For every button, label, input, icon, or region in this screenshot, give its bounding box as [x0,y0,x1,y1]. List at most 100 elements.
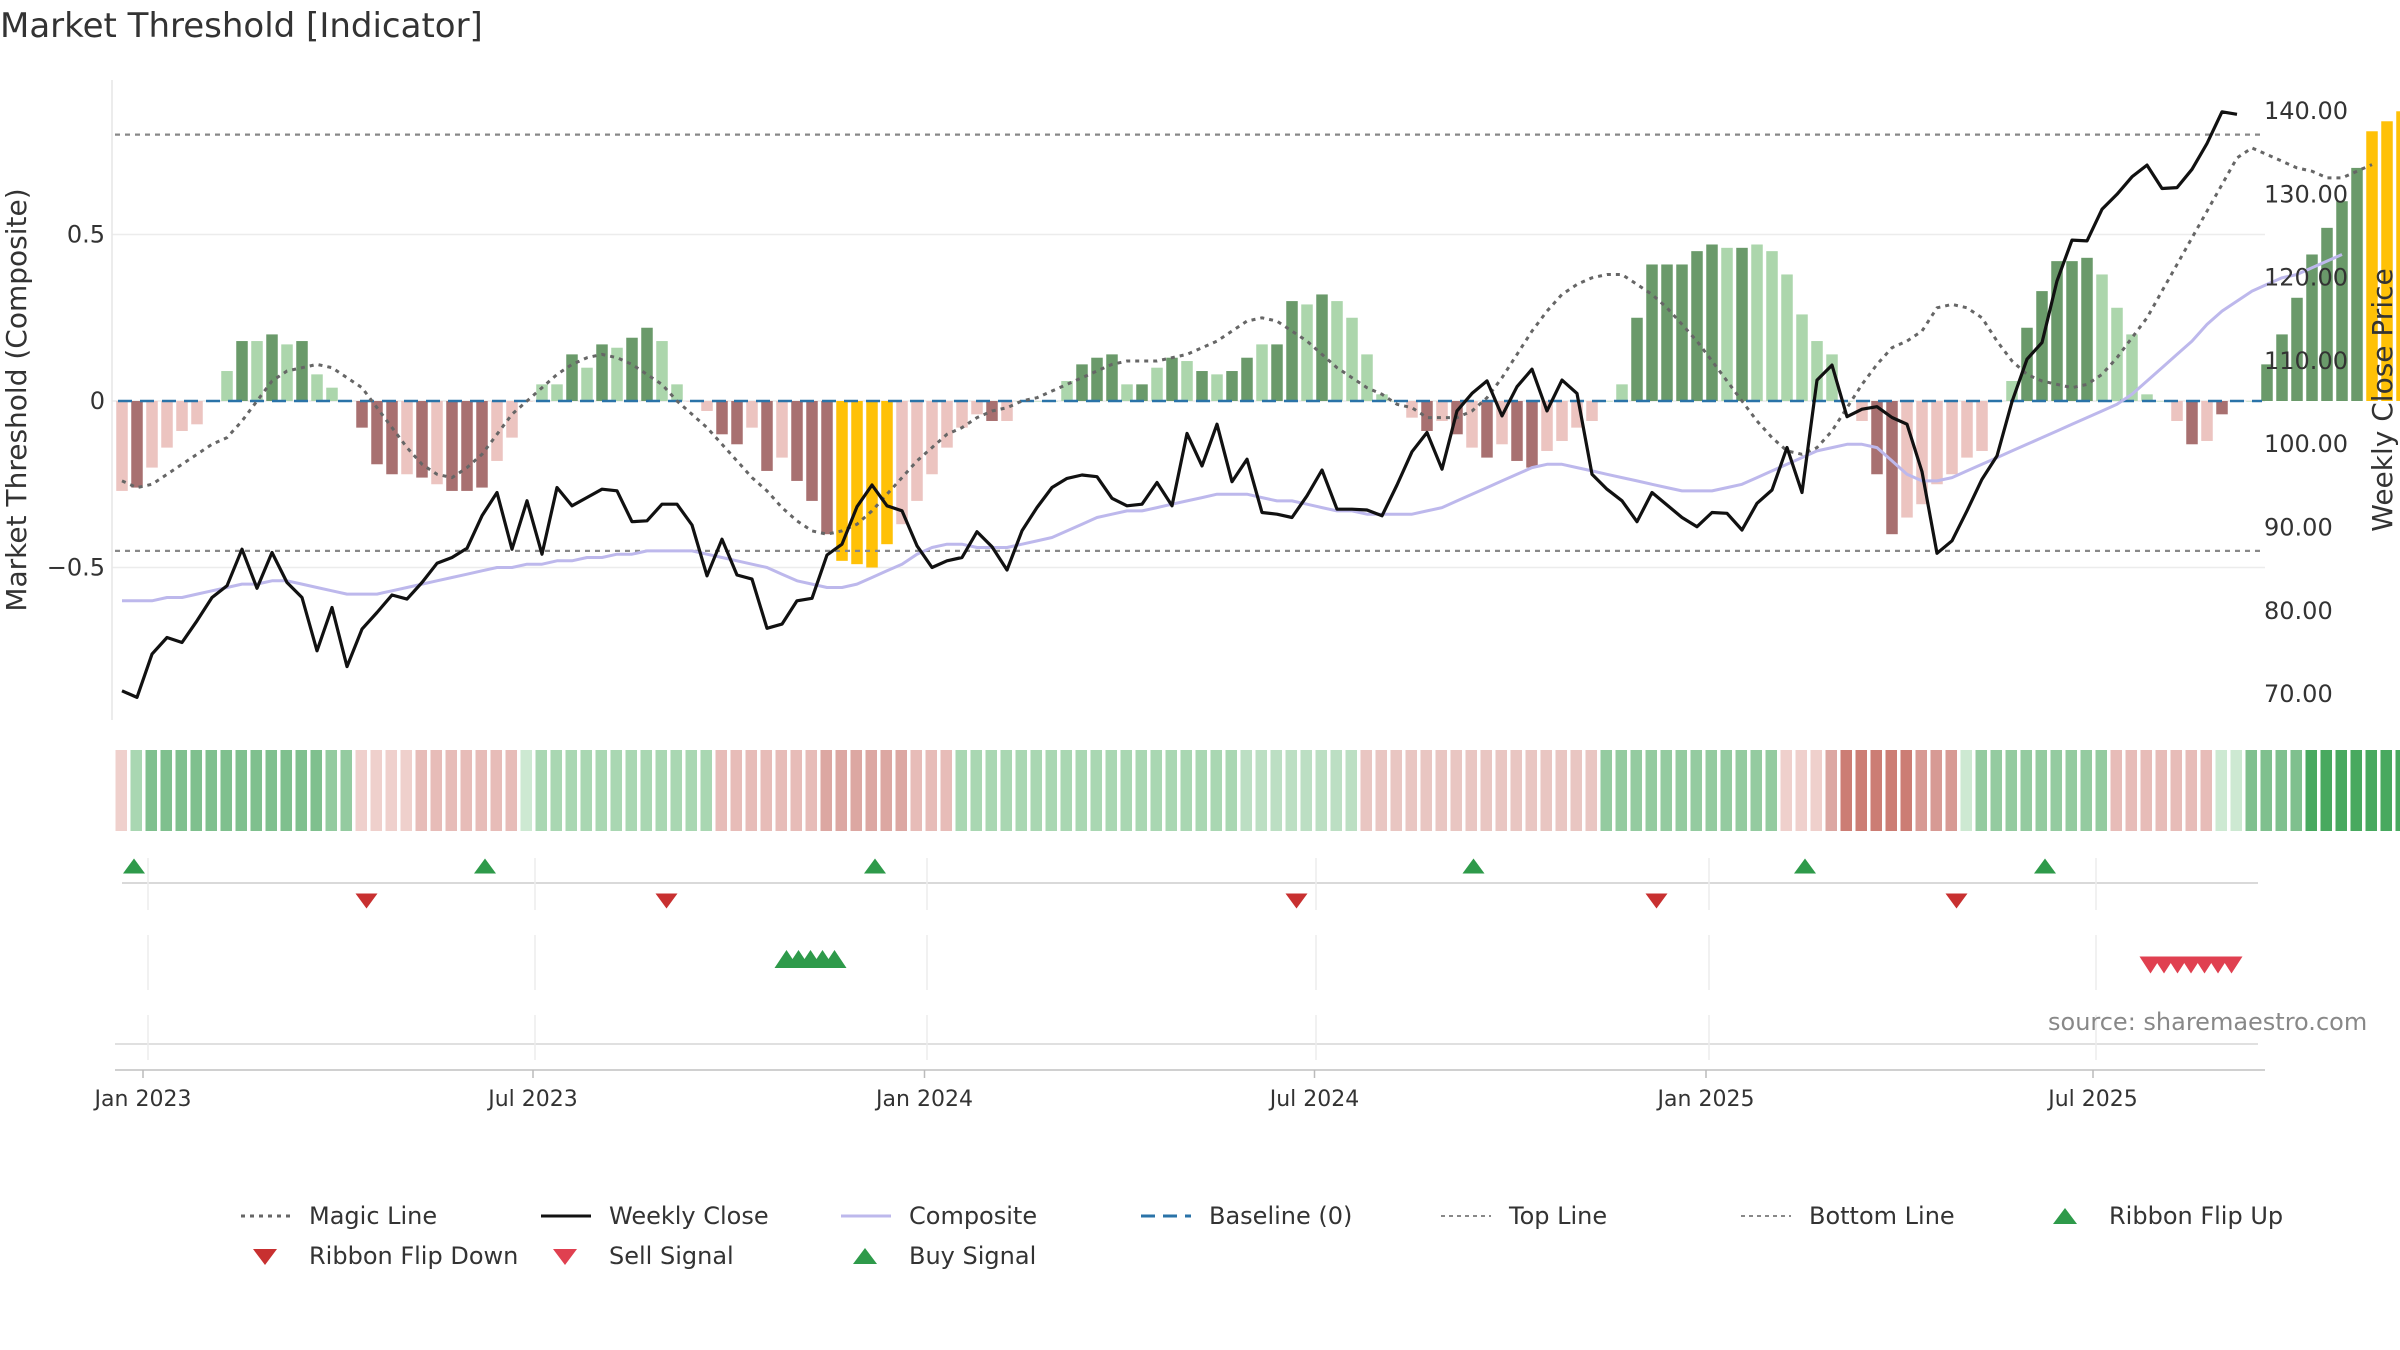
ribbon-cell [1750,750,1762,831]
ribbon-cell [1120,750,1132,831]
ribbon-cell [1885,750,1897,831]
ribbon-cell [520,750,532,831]
axes: 0.5 0 −0.5 Market Threshold (Composite) 140.… [0,80,2399,720]
composite-bar [2261,364,2273,401]
composite-bar [1091,357,1103,401]
buy-signal-marker [822,950,847,968]
ribbon-cell [400,750,412,831]
composite-bar [1436,401,1448,421]
composite-bar [1901,401,1913,518]
ribbon-cell [1630,750,1642,831]
composite-bar [146,401,158,468]
ribbon-cell [460,750,472,831]
legend-swatch-icon [241,1214,291,1218]
ribbon-cell [1705,750,1717,831]
y-right-tick-label: 100.00 [2264,430,2348,458]
ribbon-cell [430,750,442,831]
legend: Magic Line Weekly Close Composite Baseline … [230,1200,2390,1280]
composite-bar [536,384,548,401]
legend-swatch [2035,1200,2095,1232]
composite-bar [881,401,893,545]
y-left-tick-label: −0.5 [47,554,105,582]
ribbon-cell [1840,750,1852,831]
legend-item: Ribbon Flip Up [2035,1200,2283,1232]
legend-item: Baseline (0) [1135,1200,1352,1232]
composite-bar [596,344,608,401]
ribbon-cell [490,750,502,831]
composite-bar [926,401,938,475]
composite-bar [1241,357,1253,401]
composite-bar [1001,401,1013,421]
composite-bar [1271,344,1283,401]
composite-bar [701,401,713,411]
composite-bar [1406,401,1418,418]
ribbon-cell [1585,750,1597,831]
ribbon-cell [2320,750,2332,831]
composite-bar [941,401,953,448]
ribbon-cell [2110,750,2122,831]
composite-bar [491,401,503,461]
ribbon-cell [1555,750,1567,831]
signal-rows [115,858,2265,1071]
ribbon-cell [1330,750,1342,831]
legend-item: Bottom Line [1735,1200,1955,1232]
sell-signal-marker [2220,956,2243,974]
ribbon-cell [745,750,757,831]
ribbon-cell [820,750,832,831]
ribbon-cell [1180,750,1192,831]
ribbon-cell [250,750,262,831]
ribbon-cell [385,750,397,831]
legend-swatch [235,1240,295,1272]
y-right-tick-label: 130.00 [2264,180,2348,208]
composite-bar [821,401,833,535]
composite-bar [2111,307,2123,401]
ribbon-cell [1690,750,1702,831]
ribbon-flip-up-marker [864,858,886,874]
ribbon-cell [1375,750,1387,831]
composite-bar [2321,227,2333,401]
composite-bar [656,341,668,401]
composite-bar [2171,401,2183,421]
composite-bar [2036,291,2048,401]
legend-item: Buy Signal [835,1240,1036,1272]
legend-label: Composite [909,1202,1038,1230]
composite-bar [371,401,383,465]
ribbon-cell [1480,750,1492,831]
ribbon-cell [280,750,292,831]
legend-swatch [235,1200,295,1232]
composite-bar [1346,317,1358,401]
y-right-tick-label: 80.00 [2264,597,2333,625]
ribbon-cell [1195,750,1207,831]
composite-bar [2381,121,2393,401]
legend-item: Magic Line [235,1200,437,1232]
composite-bar [2186,401,2198,445]
ribbon-cell [1660,750,1672,831]
composite-bar [506,401,518,438]
ribbon-cell [1570,750,1582,831]
x-tick-label: Jul 2024 [1268,1087,1360,1112]
composite-bar [1946,401,1958,475]
legend-swatch [835,1240,895,1272]
composite-bar [2051,261,2063,401]
composite-bar [1676,264,1688,401]
composite-bar [1736,247,1748,401]
ribbon-cell [2245,750,2257,831]
composite-bar [1151,367,1163,401]
ribbon-cell [115,750,127,831]
composite-bar [611,347,623,401]
composite-bar [1616,384,1628,401]
composite-bar [731,401,743,445]
magic-line [121,146,2373,536]
legend-swatch-icon [2053,1208,2077,1224]
composite-bar [2021,327,2033,401]
ribbon-cell [1030,750,1042,831]
composite-bar [1226,371,1238,401]
composite-bar [2096,274,2108,401]
x-axis: Jan 2023 Jul 2023 Jan 2024 Jul 2024 Jan 2025… [93,1070,2138,1112]
ribbon-cell [850,750,862,831]
ribbon-cell [1135,750,1147,831]
ribbon-cell [325,750,337,831]
composite-bar [1136,384,1148,401]
composite-bar [626,337,638,401]
y-left-tick-label: 0.5 [67,221,105,249]
